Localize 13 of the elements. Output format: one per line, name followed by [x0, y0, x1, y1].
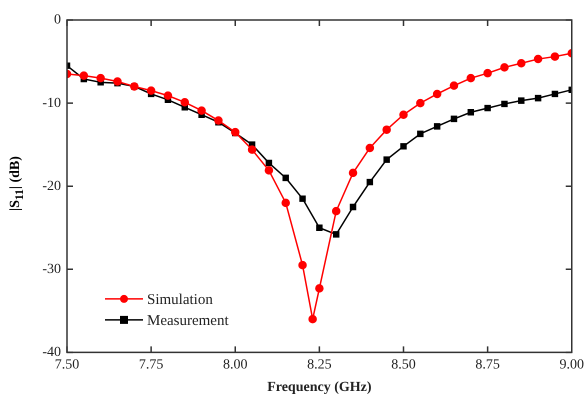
y-tick-label: -30 [42, 262, 61, 277]
x-axis-title: Frequency (GHz) [267, 380, 372, 396]
y-tick-label: 0 [54, 12, 61, 28]
x-tick-label: 9.00 [560, 357, 584, 372]
y-tick-label: -20 [42, 178, 61, 194]
x-tick-label: 8.25 [307, 357, 332, 372]
y-tick-label: -10 [42, 96, 61, 111]
x-tick-label: 8.50 [391, 357, 416, 372]
legend-label: Simulation [147, 292, 214, 308]
x-tick-label: 8.00 [223, 357, 248, 372]
x-tick-label: 7.75 [138, 357, 164, 372]
legend-label: Measurement [147, 312, 230, 329]
x-tick-label: 8.75 [475, 357, 500, 372]
